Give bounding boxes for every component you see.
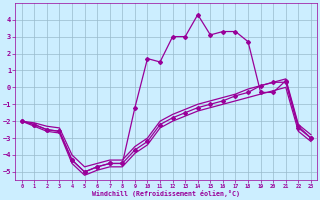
X-axis label: Windchill (Refroidissement éolien,°C): Windchill (Refroidissement éolien,°C) (92, 190, 240, 197)
